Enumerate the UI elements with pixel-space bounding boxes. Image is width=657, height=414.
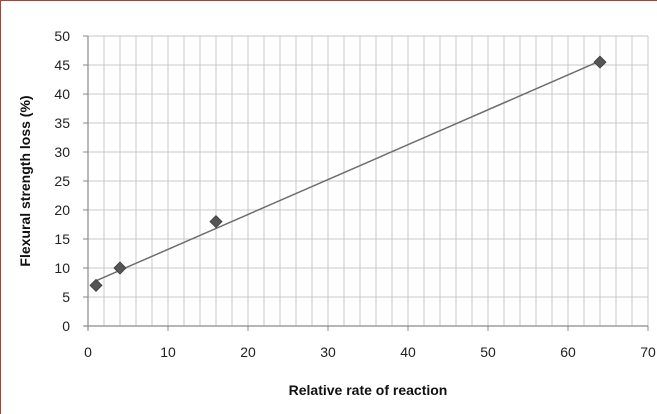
- data-points: [89, 55, 607, 292]
- axes: [83, 35, 649, 331]
- x-tick-label: 10: [160, 344, 176, 360]
- y-axis-title: Flexural strength loss (%): [17, 95, 33, 266]
- x-tick-label: 30: [320, 344, 336, 360]
- x-tick-label: 70: [640, 344, 656, 360]
- x-tick-labels: 0 10 20 30 40 50 60 70: [84, 344, 656, 360]
- trendline-segment: [95, 60, 601, 282]
- x-tick-label: 50: [480, 344, 496, 360]
- trendline: [95, 60, 601, 282]
- x-tick-label: 0: [84, 344, 92, 360]
- data-point: [209, 215, 223, 229]
- grid-lines: [87, 35, 649, 327]
- y-tick-label: 5: [62, 289, 70, 305]
- data-point: [113, 261, 127, 275]
- y-tick-label: 40: [54, 86, 70, 102]
- x-axis-title: Relative rate of reaction: [289, 382, 448, 398]
- x-tick-label: 60: [560, 344, 576, 360]
- y-tick-labels: 0 5 10 15 20 25 30 35 40 45 50: [54, 28, 70, 334]
- x-tick-label: 40: [400, 344, 416, 360]
- y-tick-label: 20: [54, 202, 70, 218]
- y-tick-label: 45: [54, 57, 70, 73]
- y-tick-label: 30: [54, 144, 70, 160]
- y-tick-label: 25: [54, 173, 70, 189]
- y-tick-label: 0: [62, 318, 70, 334]
- y-tick-label: 35: [54, 115, 70, 131]
- y-tick-label: 10: [54, 260, 70, 276]
- y-tick-label: 15: [54, 231, 70, 247]
- x-tick-label: 20: [240, 344, 256, 360]
- data-point: [89, 278, 103, 292]
- y-tick-label: 50: [54, 28, 70, 44]
- data-point: [593, 55, 607, 69]
